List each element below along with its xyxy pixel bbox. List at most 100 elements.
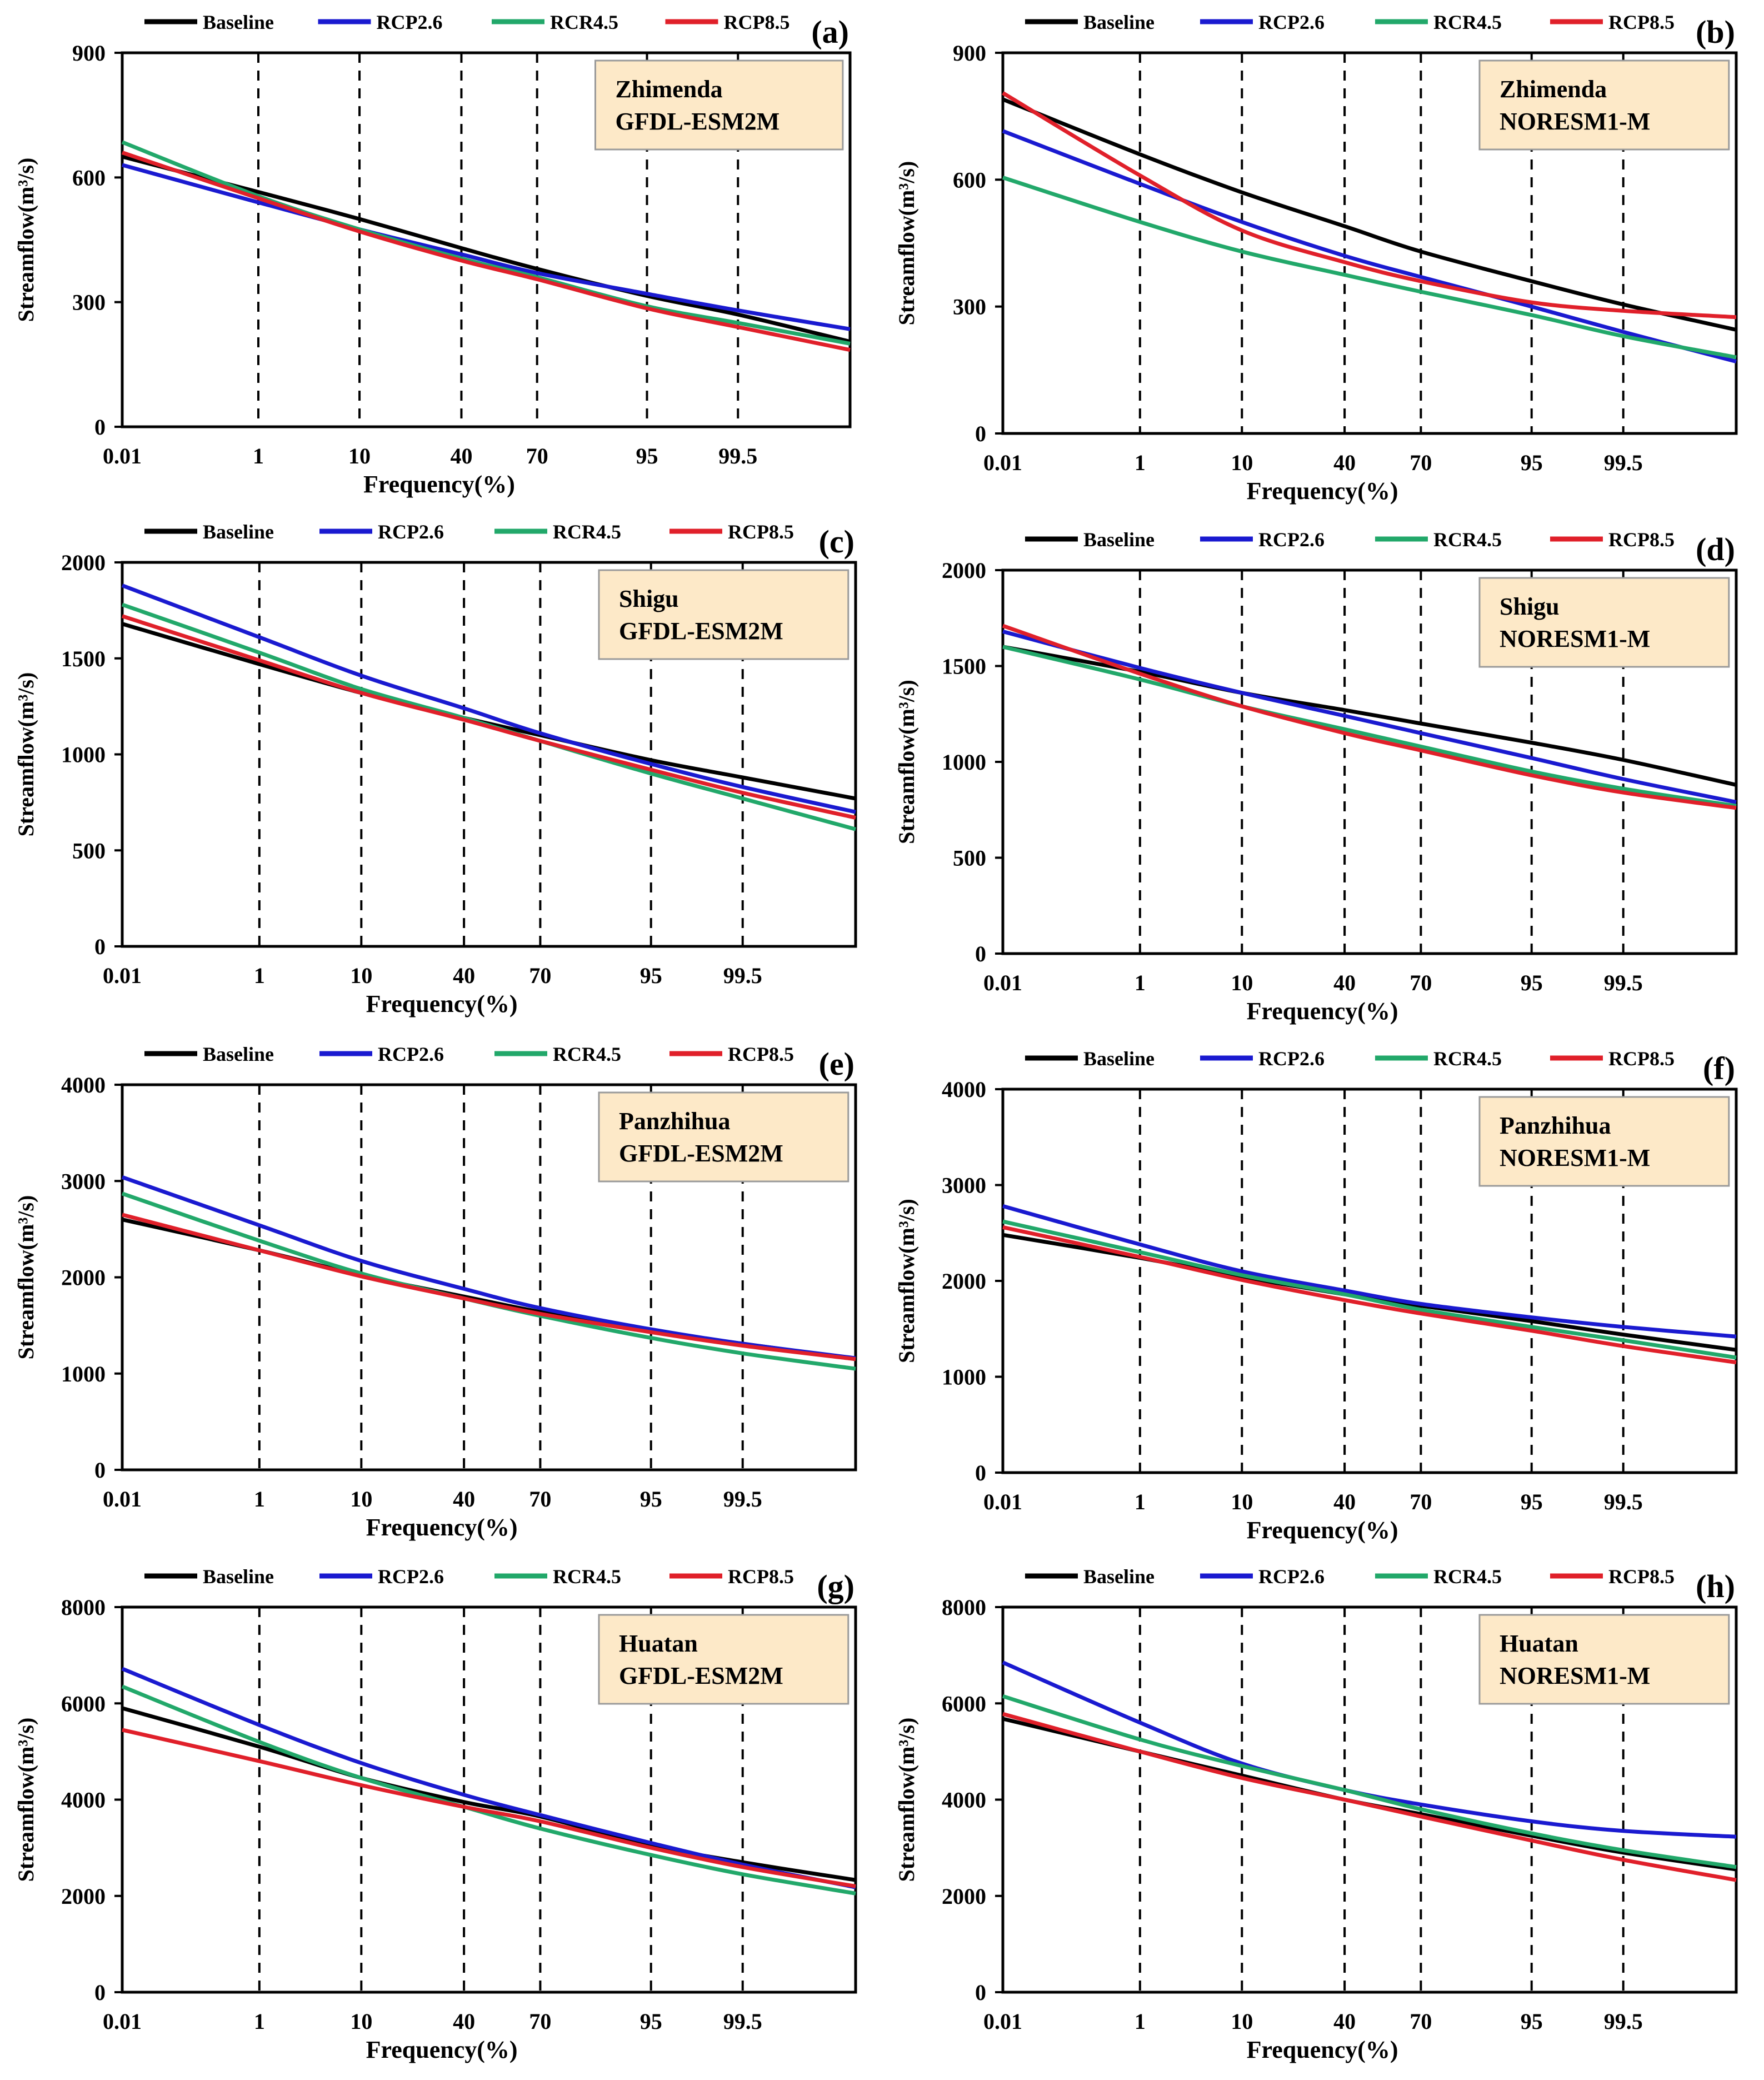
y-axis-label: Streamflow(m³/s) (13, 672, 38, 837)
station-box (594, 59, 844, 151)
y-tick-label: 900 (72, 41, 106, 66)
legend-label: RCR4.5 (1433, 1048, 1502, 1070)
station-name: Shigu (1500, 593, 1560, 620)
x-tick-label: 95 (1521, 970, 1543, 995)
x-tick-label: 40 (453, 963, 475, 988)
x-axis-label: Frequency(%) (366, 1514, 518, 1541)
station-name: Huatan (619, 1630, 698, 1657)
x-tick-label: 99.5 (718, 443, 757, 468)
series-line-rcp26 (121, 1175, 856, 1360)
legend-label: RCP2.6 (1258, 528, 1325, 551)
x-tick-label: 70 (526, 443, 548, 468)
legend-label: Baseline (203, 1565, 274, 1588)
x-axis-label: Frequency(%) (363, 471, 515, 498)
panel-g: Baseline RCP2.6 RCR4.5 RCP8.5 (g) 0 2000 4000 60… (13, 1565, 857, 2063)
series-line-rcr45 (1002, 1219, 1737, 1360)
x-tick-label: 99.5 (723, 1487, 762, 1512)
y-tick-label: 0 (94, 934, 106, 959)
x-axis-label: Frequency(%) (1247, 1517, 1398, 1544)
series-line-baseline (122, 1706, 856, 1882)
legend-label: RCR4.5 (1433, 528, 1502, 551)
y-tick-label: 2000 (942, 558, 986, 583)
y-tick-label: 300 (953, 295, 986, 320)
x-tick-label: 10 (350, 963, 372, 988)
x-tick-label: 95 (636, 443, 658, 468)
legend-label: RCP2.6 (377, 11, 443, 33)
x-tick-label: 95 (640, 1487, 662, 1512)
y-tick-label: 1000 (61, 742, 106, 767)
x-tick-label: 1 (1135, 970, 1146, 995)
y-tick-label: 2000 (942, 1269, 986, 1294)
x-tick-label: 10 (1231, 2009, 1253, 2034)
model-name: GFDL-ESM2M (619, 1662, 783, 1689)
x-axis-label: Frequency(%) (1247, 2036, 1398, 2063)
panel-label: (f) (1703, 1050, 1735, 1086)
series-line-rcp26 (122, 163, 851, 331)
model-name: GFDL-ESM2M (616, 108, 780, 135)
legend-label: RCR4.5 (553, 1565, 621, 1588)
series-line-rcp85 (1002, 1225, 1737, 1365)
x-tick-label: 40 (450, 443, 472, 468)
x-tick-label: 70 (1410, 2009, 1432, 2034)
panel-b: Baseline RCP2.6 RCR4.5 RCP8.5 (b) 0 300 600 900 S… (894, 11, 1738, 505)
y-tick-label: 0 (975, 421, 986, 446)
series-line-rcp85 (122, 1213, 856, 1361)
series-line-rcr45 (121, 140, 851, 346)
x-tick-label: 10 (1231, 1489, 1253, 1514)
legend-label: Baseline (1083, 1048, 1155, 1070)
y-tick-label: 2000 (61, 1884, 106, 1909)
panel-f: Baseline RCP2.6 RCR4.5 RCP8.5 (f) 0 1000 2000 30… (894, 1048, 1738, 1544)
x-tick-label: 0.01 (103, 2009, 142, 2034)
panel-label: (g) (817, 1568, 854, 1604)
series-line-rcr45 (121, 1684, 856, 1896)
legend-label: Baseline (203, 11, 274, 33)
plot-frame (1001, 51, 1738, 435)
x-tick-label: 1 (1135, 450, 1146, 475)
legend-label: RCP8.5 (724, 11, 790, 33)
x-tick-label: 1 (254, 963, 265, 988)
legend-label: RCR4.5 (550, 11, 618, 33)
series-line-rcp26 (1002, 630, 1737, 804)
y-tick-label: 0 (94, 415, 106, 440)
x-tick-label: 99.5 (723, 963, 762, 988)
y-tick-label: 4000 (61, 1788, 106, 1813)
legend-label: RCP8.5 (1608, 11, 1675, 33)
y-axis-label: Streamflow(m³/s) (13, 1195, 38, 1360)
y-tick-label: 6000 (942, 1691, 986, 1716)
panel-d: Baseline RCP2.6 RCR4.5 RCP8.5 (d) 0 500 1000 150… (894, 528, 1738, 1025)
x-axis-label: Frequency(%) (366, 2036, 518, 2063)
model-name: NORESM1-M (1500, 1662, 1650, 1689)
x-tick-label: 1 (254, 2009, 265, 2034)
x-tick-label: 40 (1333, 450, 1356, 475)
legend-label: RCP8.5 (1608, 1048, 1675, 1070)
x-tick-label: 0.01 (983, 1489, 1022, 1514)
y-axis-label: Streamflow(m³/s) (894, 1718, 919, 1882)
legend-label: RCP8.5 (1608, 528, 1675, 551)
x-tick-label: 40 (1333, 970, 1356, 995)
y-tick-label: 0 (975, 1980, 986, 2005)
x-tick-label: 40 (1333, 2009, 1356, 2034)
y-tick-label: 500 (72, 838, 106, 863)
x-tick-label: 40 (453, 2009, 475, 2034)
model-name: NORESM1-M (1500, 1144, 1650, 1171)
legend-label: Baseline (1083, 528, 1155, 551)
legend-label: RCP2.6 (378, 1565, 444, 1588)
y-tick-label: 6000 (61, 1691, 106, 1716)
panel-label: (e) (819, 1046, 854, 1082)
x-tick-label: 70 (1410, 450, 1432, 475)
panel-h: Baseline RCP2.6 RCR4.5 RCP8.5 (h) 0 2000 4000 60… (894, 1565, 1738, 2063)
station-name: Shigu (619, 585, 679, 612)
panel-label: (h) (1696, 1568, 1735, 1604)
station-name: Panzhihua (619, 1108, 731, 1135)
legend-label: Baseline (1083, 1565, 1155, 1588)
x-axis-label: Frequency(%) (366, 990, 518, 1017)
y-tick-label: 2000 (61, 550, 106, 575)
station-name: Panzhihua (1500, 1112, 1611, 1139)
series-line-rcr45 (1002, 176, 1737, 360)
panel-a: Baseline RCP2.6 RCR4.5 RCP8.5 (a) 0 300 600 900 S… (13, 11, 852, 498)
x-tick-label: 1 (253, 443, 264, 468)
y-tick-label: 900 (953, 41, 986, 66)
series-line-baseline (1002, 97, 1737, 332)
legend-label: RCP2.6 (378, 521, 444, 543)
